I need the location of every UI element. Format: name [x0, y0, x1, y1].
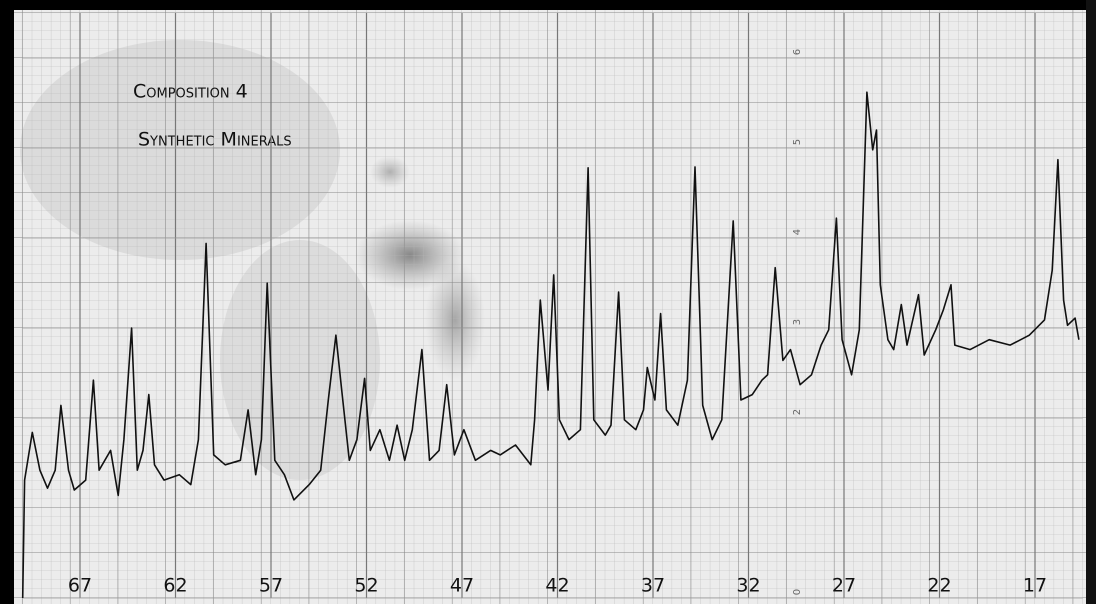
x-tick-label: 42	[545, 575, 569, 597]
x-tick-label: 62	[163, 575, 187, 597]
x-tick-label: 47	[450, 575, 474, 597]
x-tick-label: 67	[68, 575, 92, 597]
trace	[21, 91, 1080, 599]
x-tick-label: 57	[259, 575, 283, 597]
chart-subtitle: Synthetic Minerals	[138, 129, 292, 151]
plot: 67 62 57 52 47 42 37 32 27 22 17 0 2 3 4 5 6	[21, 13, 1083, 599]
y-tick-label: 2	[792, 409, 803, 415]
y-tick-label: 6	[792, 49, 803, 55]
y-tick-label: 0	[792, 589, 803, 595]
x-tick-label: 22	[927, 575, 951, 597]
x-tick-label: 52	[354, 575, 378, 597]
y-tick-label: 5	[792, 139, 803, 145]
y-tick-label: 3	[792, 319, 803, 325]
y-tick-label: 4	[792, 229, 803, 235]
grid-major	[14, 10, 1086, 604]
x-tick-label: 17	[1023, 575, 1047, 597]
x-tick-label: 32	[736, 575, 760, 597]
chart-title: Composition 4	[133, 81, 248, 103]
x-tick-label: 27	[832, 575, 856, 597]
x-tick-label: 37	[641, 575, 665, 597]
frame	[1086, 0, 1096, 604]
